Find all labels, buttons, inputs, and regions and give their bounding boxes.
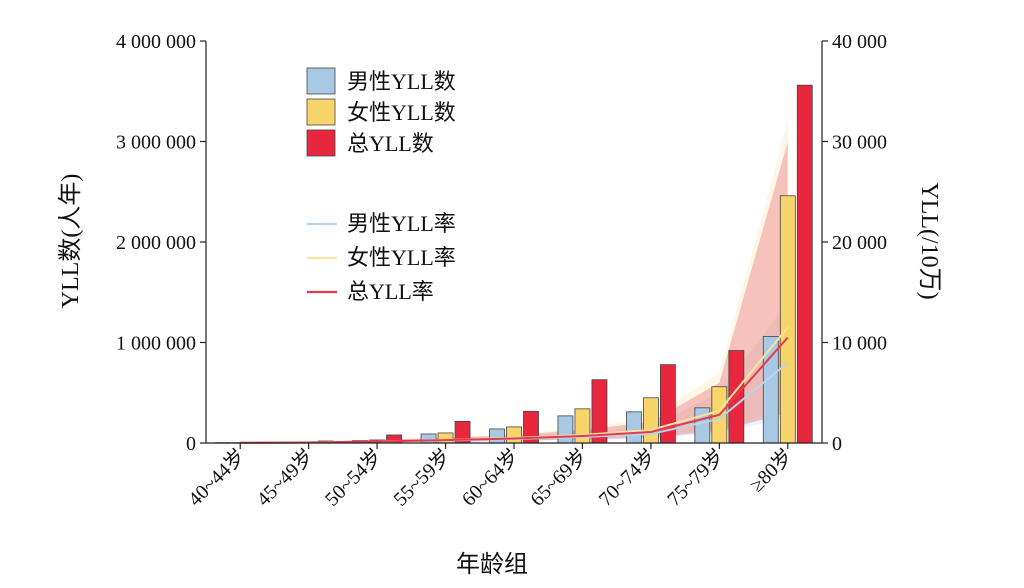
x-tick-label: 55~59岁 xyxy=(389,444,455,510)
y-axis-right-label: YLL(/10万) xyxy=(916,182,942,299)
y-right-tick-label: 0 xyxy=(832,433,842,455)
bar-series xyxy=(215,84,813,444)
bar-series1-7 xyxy=(625,411,642,444)
bar-series2-5 xyxy=(506,426,522,444)
legend-label-2: 女性YLL数 xyxy=(347,100,456,125)
y-right-tick-label: 30 000 xyxy=(832,132,887,154)
x-tick-label: 70~74岁 xyxy=(594,444,660,510)
y-left-tick-label: 1 000 000 xyxy=(116,333,196,355)
rate-line-3 xyxy=(240,336,789,444)
x-axis-label: 年龄组 xyxy=(456,551,528,578)
x-tick-label: 50~54岁 xyxy=(320,444,386,510)
legend-swatch-2 xyxy=(306,98,336,126)
y-left-tick-label: 2 000 000 xyxy=(116,232,196,254)
y-left-tick-label: 3 000 000 xyxy=(116,132,196,154)
x-tick-label: 65~69岁 xyxy=(526,444,592,510)
legend-swatch-1 xyxy=(306,67,336,95)
legend-line-label-2: 女性YLL率 xyxy=(347,245,456,270)
rate-lines xyxy=(240,326,789,444)
y-axis-left-label: YLL数(人年) xyxy=(57,174,84,309)
legend-label-3: 总YLL数 xyxy=(347,131,434,156)
y-left-tick-label: 0 xyxy=(186,433,196,455)
bar-series1-9 xyxy=(762,336,779,444)
bar-series2-9 xyxy=(779,195,796,444)
y-left-tick-label: 4 000 000 xyxy=(116,31,196,53)
x-tick-label: 75~79岁 xyxy=(663,444,729,510)
legend-line-label-1: 男性YLL率 xyxy=(347,211,456,236)
y-right-tick-label: 40 000 xyxy=(832,31,887,53)
x-tick-label: 60~64岁 xyxy=(457,444,523,510)
bar-series3-9 xyxy=(796,84,813,444)
legend-line-label-3: 总YLL率 xyxy=(347,279,434,304)
legend-label-1: 男性YLL数 xyxy=(347,69,456,94)
y-right-tick-label: 10 000 xyxy=(832,333,887,355)
x-tick-label: ≥80岁 xyxy=(745,444,797,496)
x-tick-label: 45~49岁 xyxy=(252,444,318,510)
bar-series1-6 xyxy=(557,415,574,444)
bar-series1-5 xyxy=(489,428,505,444)
confidence-bands xyxy=(240,121,788,443)
y-right-tick-label: 20 000 xyxy=(832,232,887,254)
bar-series2-7 xyxy=(642,397,659,444)
legend-swatch-3 xyxy=(306,129,336,157)
